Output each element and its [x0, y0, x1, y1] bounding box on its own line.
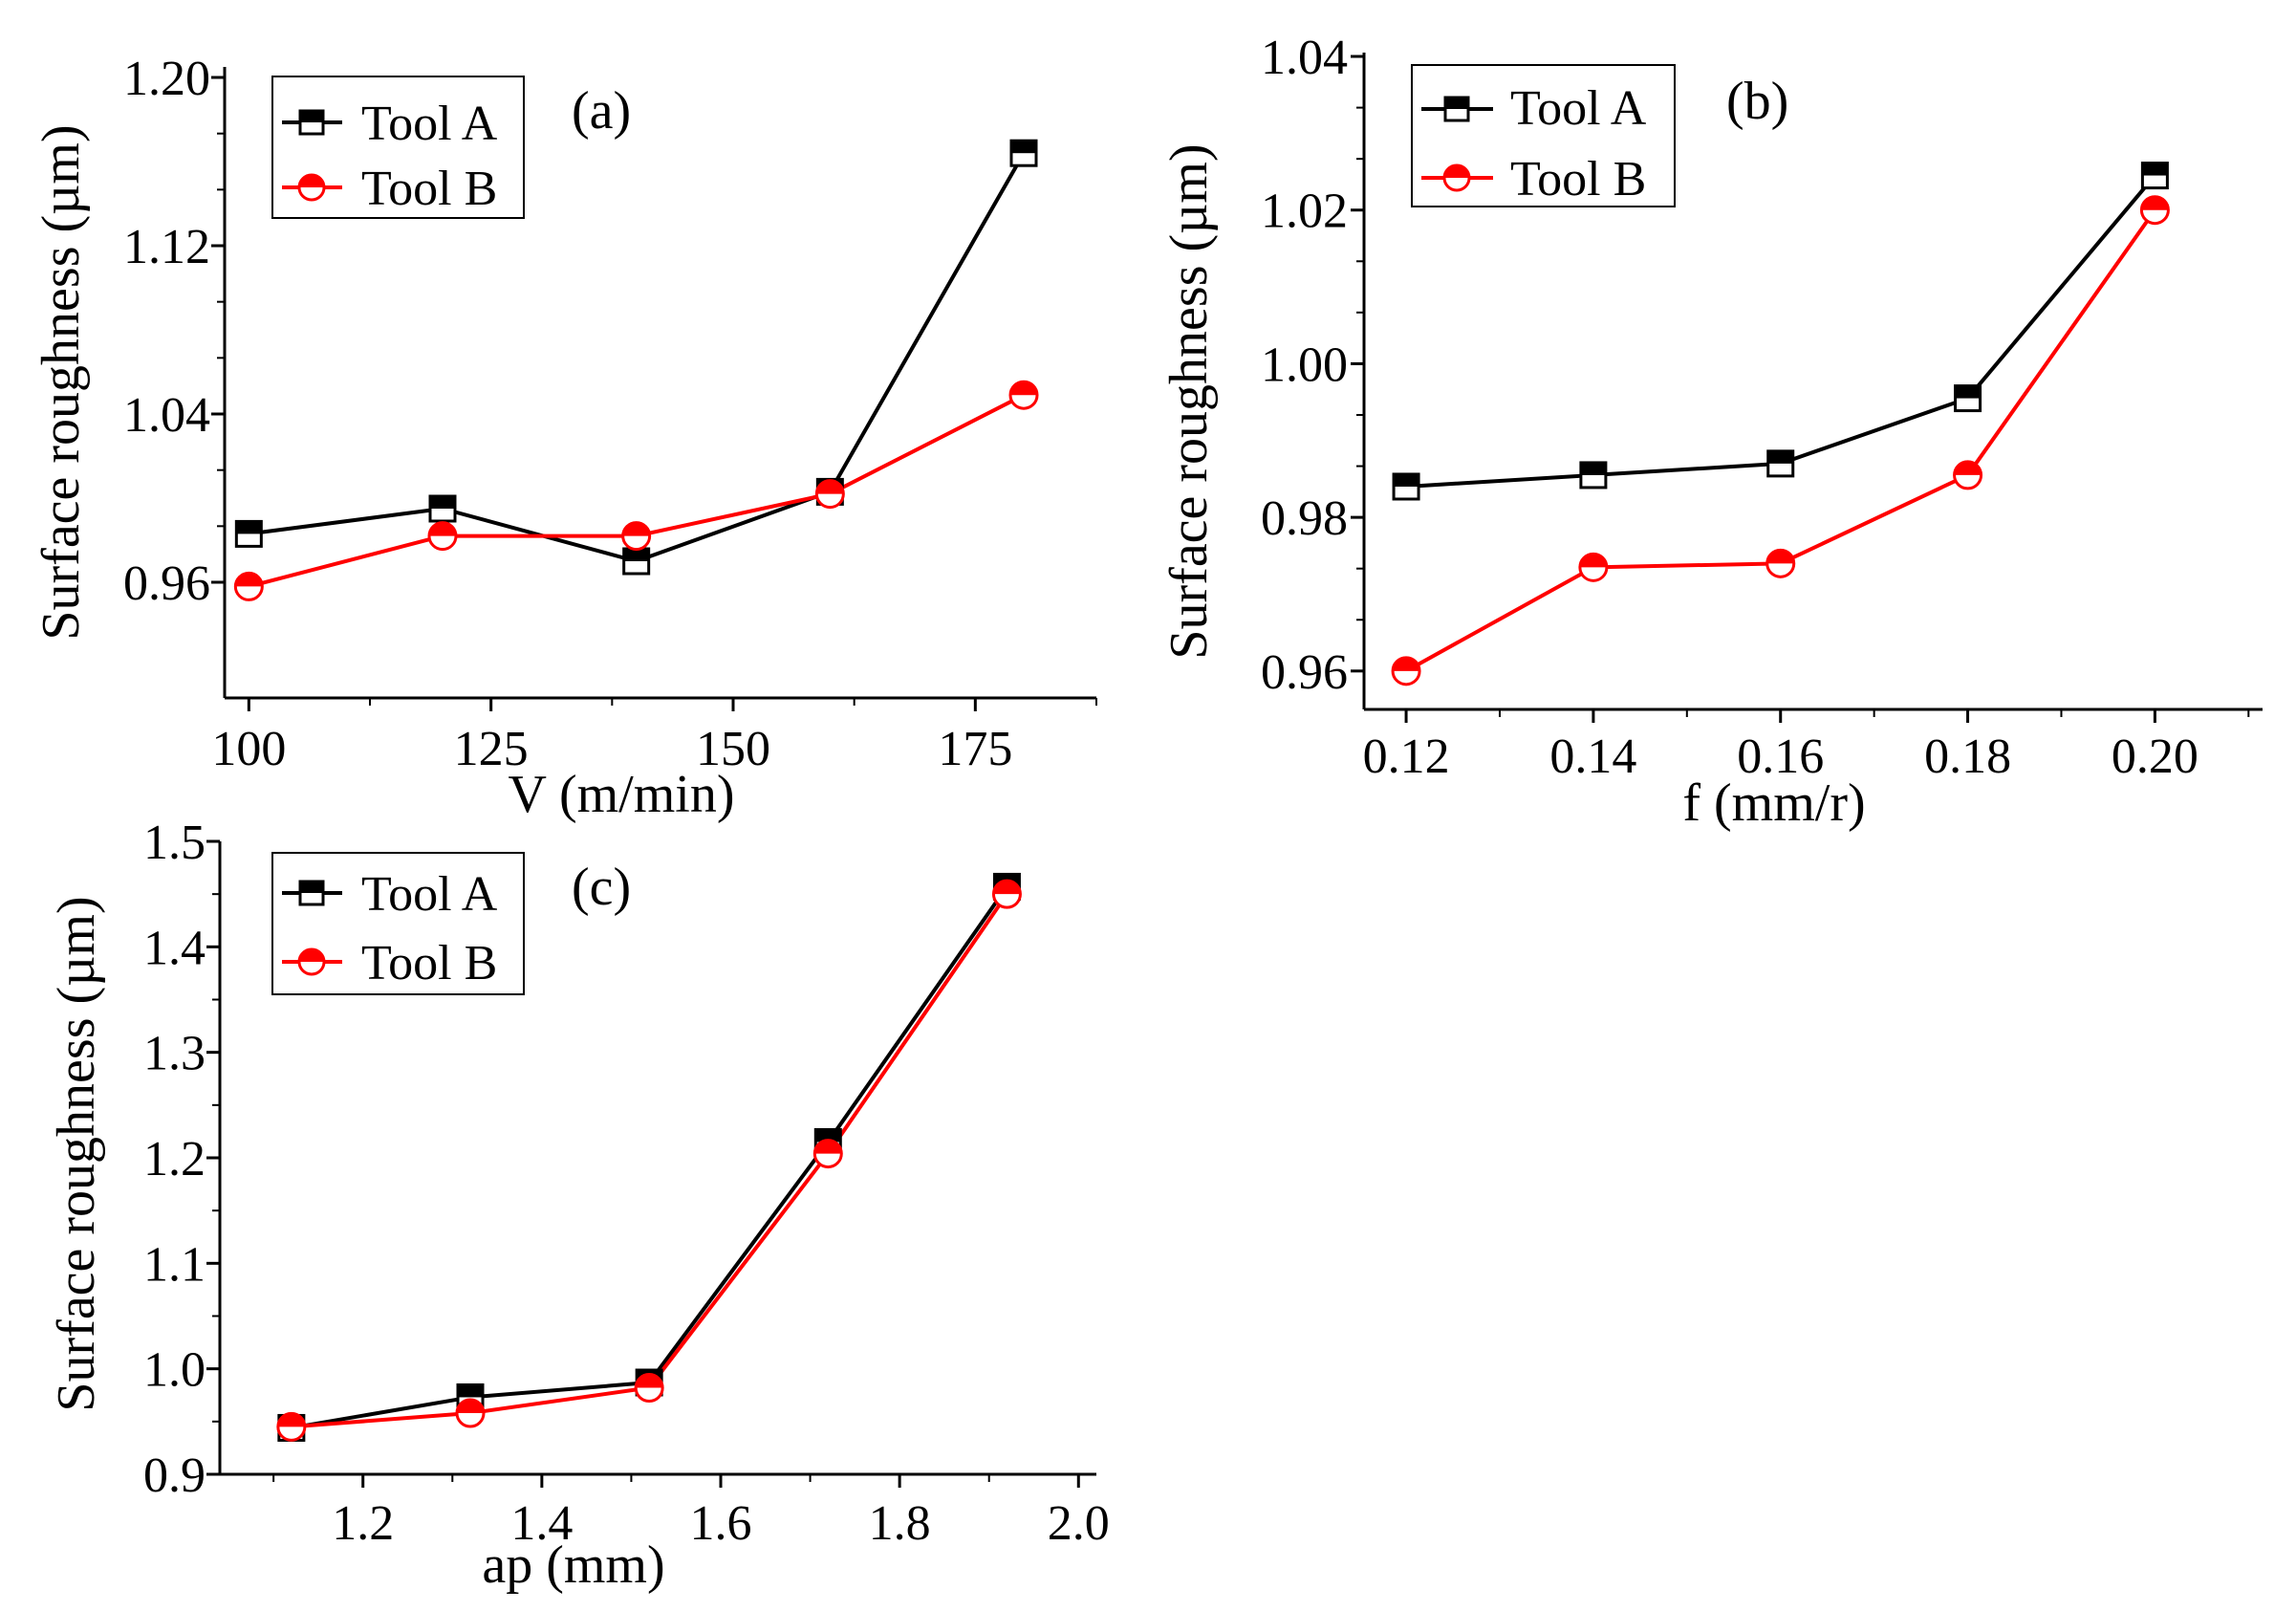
data-point [1009, 139, 1038, 167]
y-tick-label: 1.20 [123, 52, 210, 106]
data-point [814, 479, 845, 510]
x-tick-label: 0.18 [1924, 729, 2011, 784]
y-tick-label: 1.04 [1261, 31, 1348, 85]
panel-c: 0.9 1.0 1.1 1.2 1.3 1.4 1.5 1.2 1.4 1.6 1.8 2.0 Sur… [47, 816, 1110, 1595]
series-line-tool-a [1405, 174, 2156, 489]
y-tick-label: 1.2 [143, 1132, 206, 1186]
y-tick-label: 1.1 [143, 1237, 206, 1292]
data-point [1579, 461, 1608, 490]
panel-a: 0.96 1.04 1.12 1.20 100 125 150 175 Surface rou… [32, 52, 1097, 824]
x-tick-label: 0.20 [2112, 729, 2199, 784]
y-axis-title: Surface roughness (µm) [32, 124, 91, 640]
panel-label: (a) [572, 81, 631, 141]
x-tick-label: 1.8 [869, 1496, 931, 1551]
x-tick-label: 150 [696, 722, 770, 776]
x-tick-label: 0.14 [1549, 729, 1636, 784]
legend-label-tool-b: Tool B [1510, 152, 1646, 207]
y-tick-label: 0.96 [1261, 645, 1348, 700]
legend-label-tool-a: Tool A [361, 97, 498, 151]
x-tick-label: 0.12 [1363, 729, 1450, 784]
y-tick-label: 1.0 [143, 1343, 206, 1398]
legend-label-tool-b: Tool B [361, 936, 497, 991]
series-line-tool-b [1405, 208, 2157, 673]
panel-label: (c) [572, 858, 631, 917]
data-point [427, 521, 458, 552]
legend-marker-tool-a [1443, 96, 1470, 122]
legend: Tool A Tool B [1411, 64, 1676, 207]
x-tick-label: 100 [211, 722, 286, 776]
data-point [621, 521, 652, 552]
data-point [276, 1411, 307, 1442]
x-axis-title: f (mm/r) [1682, 773, 1865, 833]
legend-label-tool-b: Tool B [361, 162, 497, 216]
panel-b: 0.96 0.98 1.00 1.02 1.04 0.12 0.14 0.16 0.18 0.20… [1159, 31, 2263, 833]
y-tick-label: 1.3 [143, 1027, 206, 1081]
y-tick-label: 1.4 [143, 921, 206, 975]
data-point [1765, 548, 1796, 578]
y-tick-label: 0.98 [1261, 491, 1348, 546]
y-tick-label: 0.96 [123, 556, 210, 611]
legend-marker-tool-a [298, 880, 325, 906]
data-point [1008, 380, 1039, 410]
y-tick-label: 1.00 [1261, 337, 1348, 392]
legend-marker-tool-b [1442, 163, 1471, 192]
y-tick-label: 1.5 [143, 816, 206, 870]
data-point [622, 547, 651, 576]
y-axis-title: Surface roughness (µm) [1159, 143, 1219, 659]
x-axis-title: ap (mm) [482, 1535, 664, 1595]
data-point [428, 494, 457, 523]
data-point [2139, 195, 2170, 226]
x-axis-title: V (m/min) [509, 765, 735, 824]
y-tick-label: 0.9 [143, 1448, 206, 1503]
x-tick-label: 0.16 [1737, 729, 1824, 784]
data-point [1953, 460, 1983, 490]
y-axis-title: Surface roughness (µm) [47, 896, 106, 1411]
data-point [1766, 449, 1795, 478]
data-point [234, 519, 263, 548]
legend: Tool A Tool B [271, 76, 525, 219]
y-tick-label: 1.12 [123, 220, 210, 274]
legend-marker-tool-a [298, 109, 325, 136]
y-tick-label: 1.04 [123, 388, 210, 443]
x-tick-label: 1.4 [510, 1496, 573, 1551]
panel-label: (b) [1726, 72, 1788, 131]
legend-marker-tool-b [297, 947, 326, 976]
y-tick-label: 1.02 [1261, 185, 1348, 239]
x-tick-label: 125 [454, 722, 529, 776]
data-point [634, 1373, 664, 1404]
legend-label-tool-a: Tool A [1510, 81, 1647, 136]
data-point [1391, 656, 1421, 686]
data-point [991, 879, 1022, 909]
legend: Tool A Tool B [271, 852, 525, 995]
data-point [2140, 162, 2169, 190]
x-tick-label: 1.2 [332, 1496, 394, 1551]
data-point [1392, 472, 1420, 501]
legend-label-tool-a: Tool A [361, 867, 498, 922]
data-point [455, 1398, 486, 1428]
data-point [233, 571, 264, 601]
data-point [1578, 552, 1609, 582]
data-point [1954, 384, 1982, 413]
x-tick-label: 175 [938, 722, 1012, 776]
legend-marker-tool-b [297, 173, 326, 202]
data-point [812, 1139, 843, 1169]
x-tick-label: 2.0 [1048, 1496, 1110, 1551]
x-tick-label: 1.6 [690, 1496, 752, 1551]
